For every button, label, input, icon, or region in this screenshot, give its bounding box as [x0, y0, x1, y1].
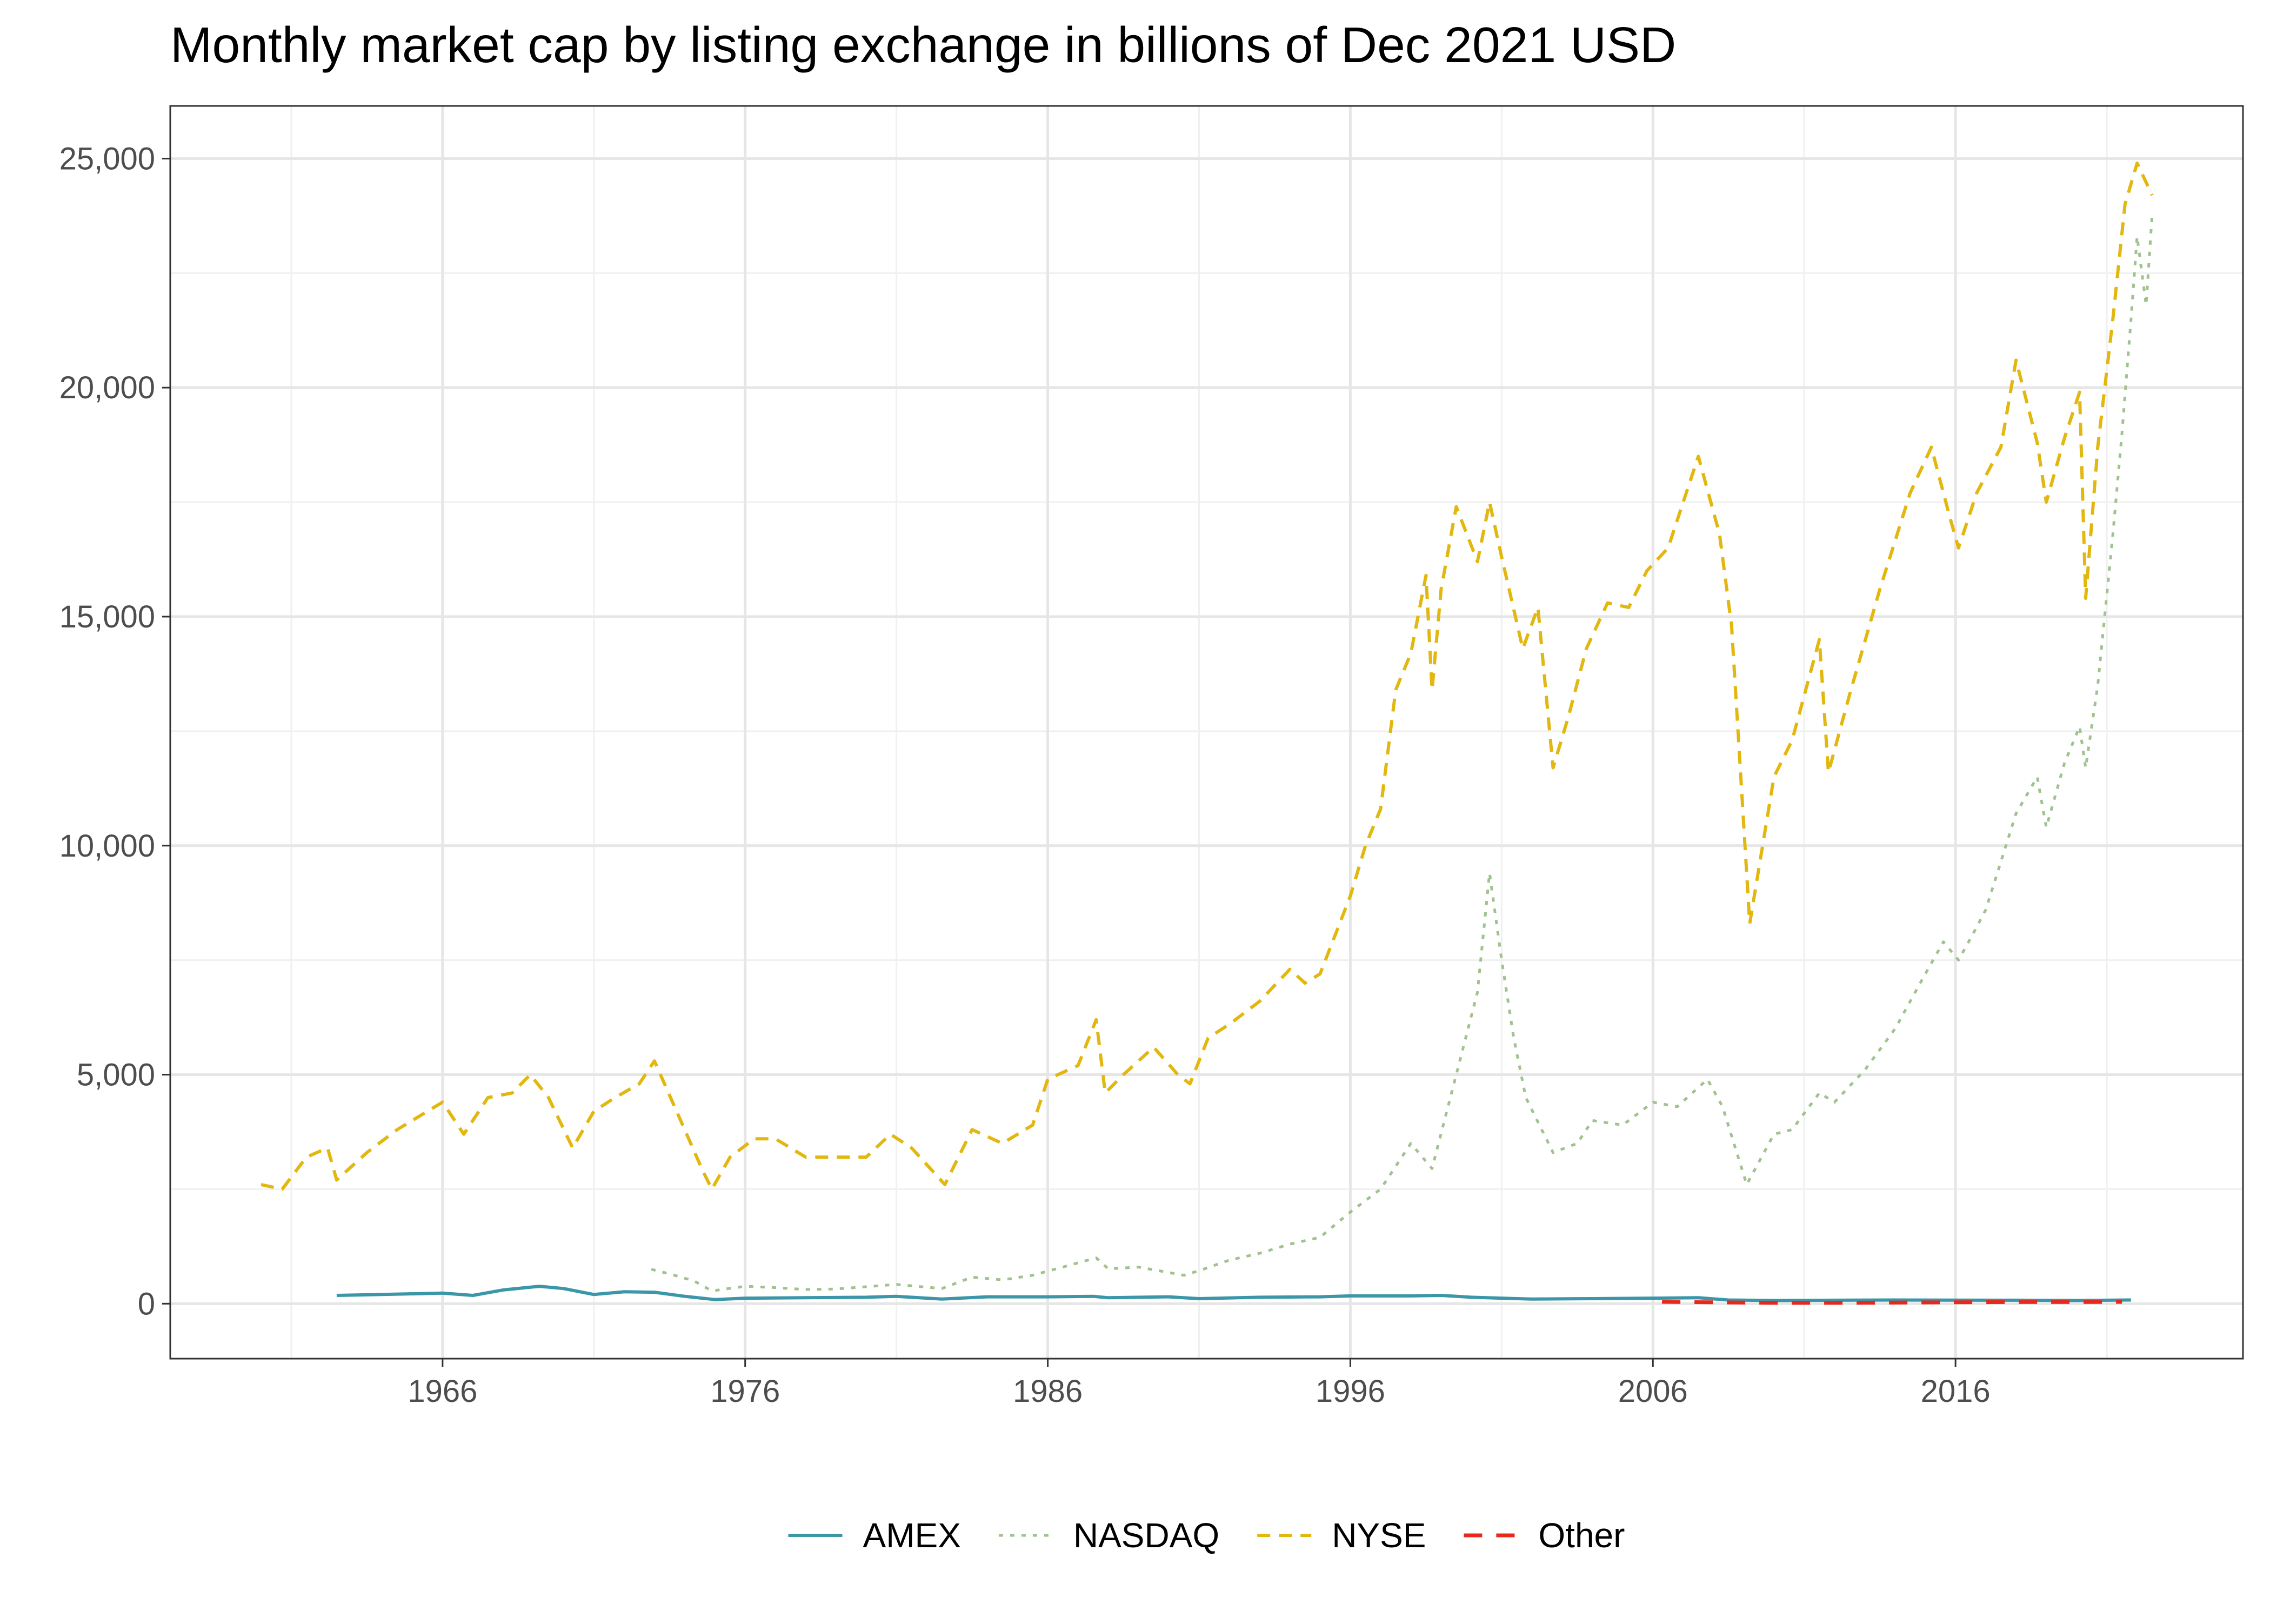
- legend-item-nyse: NYSE: [1257, 1516, 1426, 1555]
- x-tick-label: 1986: [1013, 1374, 1083, 1409]
- y-tick-label: 10,000: [59, 828, 155, 864]
- x-tick-label: 2016: [1921, 1374, 1991, 1409]
- x-tick-label: 1976: [710, 1374, 780, 1409]
- series-line-nyse: [261, 161, 2154, 1191]
- series-line-amex: [336, 1285, 2131, 1302]
- y-tick-label: 25,000: [59, 141, 155, 176]
- y-tick-label: 15,000: [59, 599, 155, 634]
- legend-label: Other: [1538, 1516, 1625, 1555]
- y-tick-label: 20,000: [59, 370, 155, 405]
- chart-title: Monthly market cap by listing exchange i…: [170, 17, 1676, 73]
- legend-item-nasdaq: NASDAQ: [998, 1516, 1219, 1555]
- x-tick-label: 1996: [1316, 1374, 1385, 1409]
- axes: 1966 1976 1986 1996 2006 2016 0 5,000 10,000 15,0…: [59, 141, 1991, 1409]
- legend-label: AMEX: [863, 1516, 961, 1555]
- series-lines: [261, 161, 2154, 1305]
- series-line-other: [1662, 1300, 2122, 1305]
- legend: AMEX NASDAQ NYSE Other: [788, 1516, 1625, 1555]
- plot-panel-border: [169, 105, 2244, 1360]
- x-tick-label: 2006: [1618, 1374, 1688, 1409]
- legend-label: NYSE: [1332, 1516, 1426, 1555]
- legend-item-other: Other: [1464, 1516, 1625, 1555]
- legend-label: NASDAQ: [1073, 1516, 1219, 1555]
- legend-item-amex: AMEX: [788, 1516, 961, 1555]
- x-tick-label: 1966: [408, 1374, 477, 1409]
- y-tick-label: 5,000: [77, 1058, 155, 1093]
- y-tick-label: 0: [138, 1286, 155, 1321]
